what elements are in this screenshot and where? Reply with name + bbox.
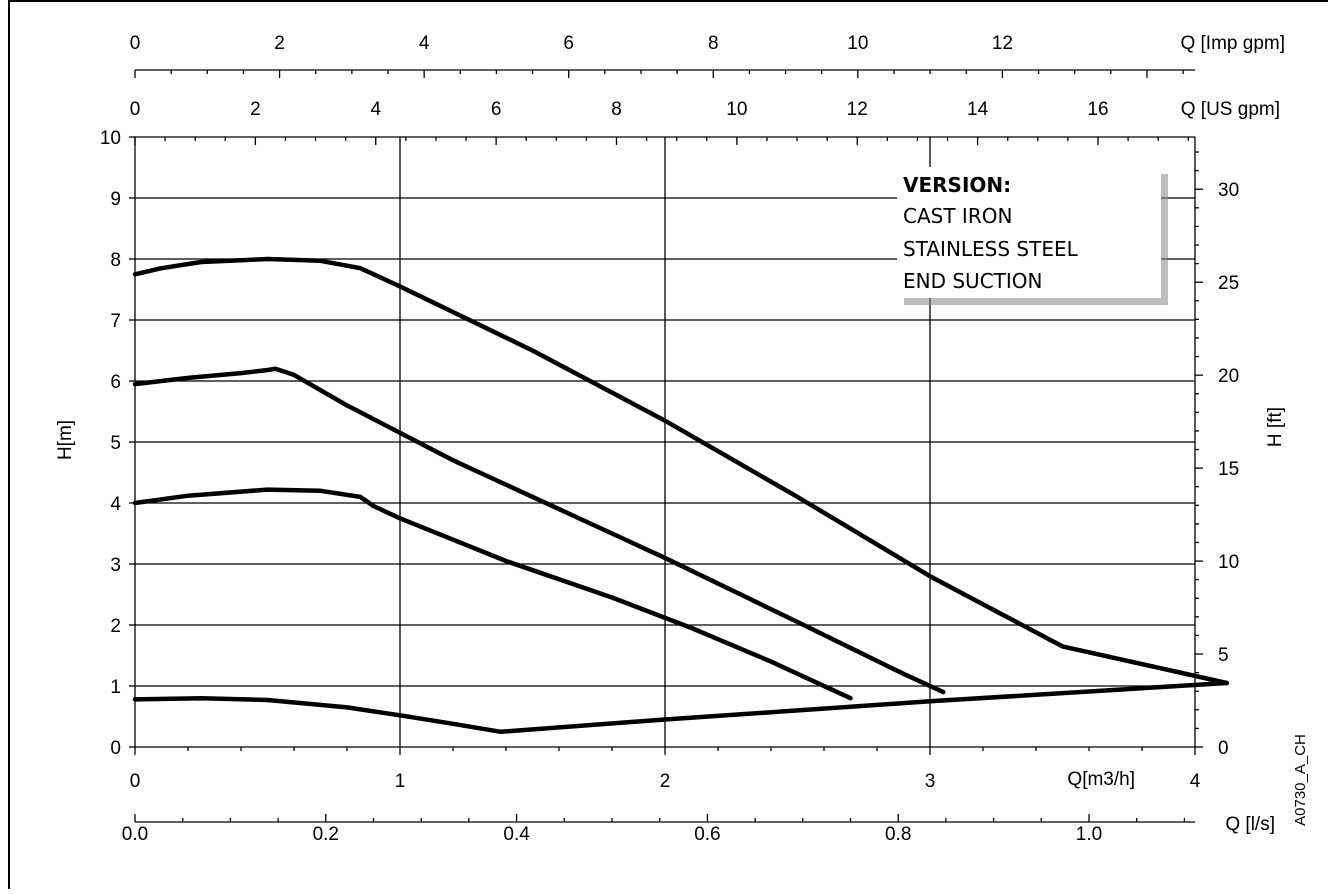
curves — [132, 256, 1230, 735]
pump-curve-4 — [132, 680, 1230, 735]
imp-gpm-tick-label: 4 — [419, 33, 430, 54]
x-tick-label: 1 — [395, 771, 406, 792]
legend: VERSION: CAST IRON STAINLESS STEEL END S… — [897, 167, 1168, 305]
imp-gpm-tick-label: 10 — [847, 33, 868, 54]
pump-curve-2 — [132, 366, 946, 695]
chart-code: A0730_A_CH — [1292, 734, 1309, 826]
y-tick-label: 0 — [110, 738, 121, 759]
y-tick-label: 6 — [110, 372, 121, 393]
us-gpm-tick-label: 16 — [1087, 99, 1108, 120]
y-axis-label: H[m] — [55, 420, 76, 460]
ft-tick-label: 30 — [1218, 180, 1239, 201]
imp-gpm-tick-label: 6 — [563, 33, 574, 54]
y-tick-label: 3 — [110, 555, 121, 576]
y-tick-label: 1 — [110, 677, 121, 698]
us-gpm-axis-label: Q [US gpm] — [1181, 99, 1280, 120]
us-gpm-tick-label: 0 — [130, 99, 141, 120]
ls-tick-label: 0.8 — [885, 824, 911, 845]
legend-item-cast-iron: CAST IRON — [903, 204, 1012, 228]
x-axis-label: Q[m3/h] — [1067, 769, 1135, 790]
us-gpm-tick-label: 14 — [967, 99, 989, 120]
imp-gpm-tick-label: 0 — [130, 33, 141, 54]
ft-axis-label: H [ft] — [1265, 407, 1286, 447]
grid — [135, 137, 1195, 747]
ft-tick-label: 10 — [1218, 552, 1239, 573]
ft-tick-label: 15 — [1218, 459, 1239, 480]
ls-tick-label: 0.2 — [313, 824, 339, 845]
imp-gpm-axis-label: Q [Imp gpm] — [1180, 33, 1285, 54]
pump-curve-3 — [132, 487, 853, 701]
us-gpm-tick-label: 10 — [726, 99, 747, 120]
x-tick-label: 2 — [660, 771, 671, 792]
y-tick-label: 5 — [110, 433, 121, 454]
y-tick-label: 9 — [110, 189, 121, 210]
imp-gpm-tick-label: 12 — [992, 33, 1013, 54]
imp-gpm-tick-label: 8 — [708, 33, 719, 54]
ft-tick-label: 25 — [1218, 273, 1239, 294]
legend-item-stainless-steel: STAINLESS STEEL — [903, 237, 1079, 261]
ls-tick-label: 1.0 — [1076, 824, 1102, 845]
y-tick-label: 8 — [110, 250, 121, 271]
us-gpm-tick-label: 8 — [611, 99, 622, 120]
ls-tick-label: 0.0 — [122, 824, 148, 845]
ft-tick-label: 0 — [1218, 738, 1229, 759]
x-tick-label: 4 — [1190, 771, 1201, 792]
pump-curve-1 — [132, 256, 1230, 686]
ls-tick-label: 0.6 — [694, 824, 720, 845]
legend-box — [897, 167, 1161, 298]
us-gpm-tick-label: 2 — [250, 99, 261, 120]
x-tick-label: 0 — [130, 771, 141, 792]
us-gpm-tick-label: 12 — [847, 99, 868, 120]
us-gpm-tick-label: 4 — [370, 99, 381, 120]
y-tick-label: 7 — [110, 311, 121, 332]
imp-gpm-tick-label: 2 — [274, 33, 285, 54]
legend-title: VERSION: — [903, 173, 1011, 197]
y-tick-label: 2 — [110, 616, 121, 637]
ft-tick-label: 5 — [1218, 645, 1229, 666]
ls-tick-label: 0.4 — [503, 824, 530, 845]
ft-tick-label: 20 — [1218, 366, 1239, 387]
y-tick-label: 4 — [110, 494, 121, 515]
ls-axis-label: Q [l/s] — [1225, 814, 1275, 835]
us-gpm-tick-label: 6 — [491, 99, 502, 120]
y-tick-label: 10 — [100, 128, 121, 149]
x-tick-label: 3 — [925, 771, 936, 792]
legend-item-end-suction: END SUCTION — [903, 269, 1042, 293]
